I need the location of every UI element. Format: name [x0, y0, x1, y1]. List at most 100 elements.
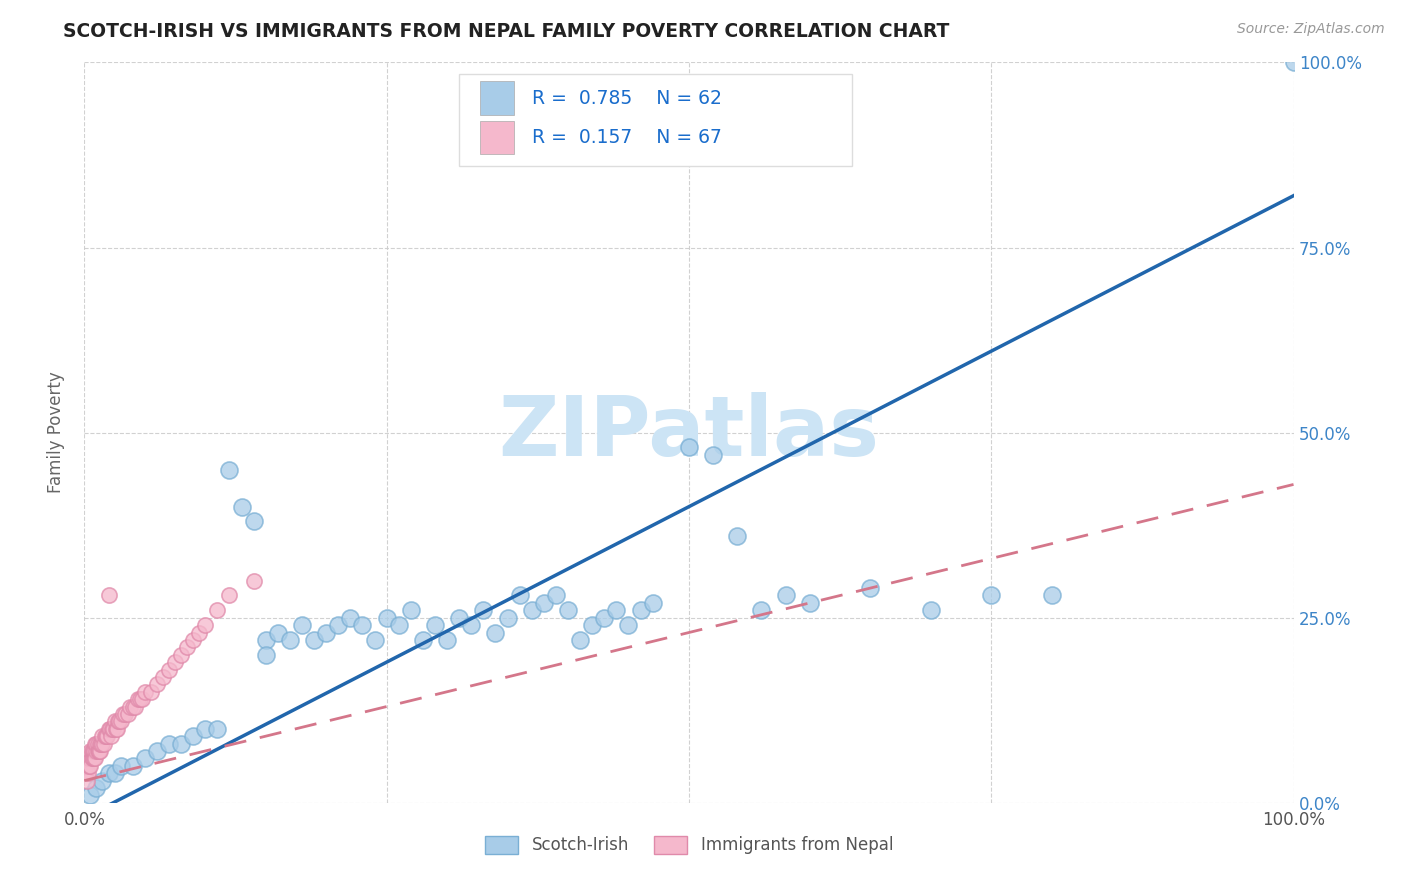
Text: SCOTCH-IRISH VS IMMIGRANTS FROM NEPAL FAMILY POVERTY CORRELATION CHART: SCOTCH-IRISH VS IMMIGRANTS FROM NEPAL FA… [63, 22, 949, 41]
Point [97, 722, 120, 736]
Point [207, 603, 229, 617]
Point [76, 758, 98, 772]
Point [94, 729, 117, 743]
Point [328, 618, 350, 632]
FancyBboxPatch shape [479, 81, 513, 115]
Point [117, 706, 139, 721]
Point [751, 603, 773, 617]
Point [121, 699, 143, 714]
Point [75, 766, 97, 780]
Point [87, 744, 110, 758]
Point [86, 737, 108, 751]
Point [557, 603, 579, 617]
Point [104, 722, 127, 736]
Point [412, 632, 434, 647]
Point [86, 744, 108, 758]
Point [129, 692, 152, 706]
Text: ZIPatlas: ZIPatlas [499, 392, 879, 473]
Point [79, 744, 101, 758]
Text: Source: ZipAtlas.com: Source: ZipAtlas.com [1237, 22, 1385, 37]
Point [352, 618, 374, 632]
Point [103, 722, 125, 736]
Point [139, 685, 162, 699]
Point [593, 610, 616, 624]
Point [120, 699, 142, 714]
Point [569, 632, 592, 647]
Point [101, 722, 124, 736]
Point [170, 648, 193, 662]
Point [84, 751, 107, 765]
Point [176, 640, 198, 655]
Point [702, 448, 724, 462]
Point [242, 515, 264, 529]
Point [165, 655, 187, 669]
Point [859, 581, 882, 595]
Point [127, 692, 149, 706]
Point [131, 692, 153, 706]
Point [484, 625, 506, 640]
Point [79, 758, 101, 772]
Point [181, 632, 204, 647]
Point [91, 737, 114, 751]
Point [605, 603, 627, 617]
Point [581, 618, 603, 632]
Point [112, 706, 135, 721]
Point [278, 632, 301, 647]
Point [242, 574, 264, 588]
Point [181, 729, 204, 743]
Point [79, 789, 101, 803]
Point [77, 758, 100, 772]
Point [157, 663, 180, 677]
Point [89, 744, 111, 758]
Point [91, 729, 114, 743]
Point [83, 744, 105, 758]
Point [218, 589, 240, 603]
Point [1040, 589, 1063, 603]
Legend: Scotch-Irish, Immigrants from Nepal: Scotch-Irish, Immigrants from Nepal [478, 829, 900, 861]
Point [83, 751, 105, 765]
Point [110, 758, 132, 772]
Text: R =  0.785    N = 62: R = 0.785 N = 62 [531, 88, 721, 108]
Point [97, 766, 120, 780]
Point [146, 744, 169, 758]
Point [86, 737, 108, 751]
Point [121, 758, 143, 772]
Point [799, 596, 821, 610]
Point [146, 677, 169, 691]
Point [678, 441, 700, 455]
Point [80, 744, 103, 758]
Point [1282, 55, 1305, 70]
Point [302, 632, 325, 647]
Point [630, 603, 652, 617]
Point [472, 603, 495, 617]
Point [170, 737, 193, 751]
Point [188, 625, 211, 640]
Point [107, 714, 129, 729]
Text: R =  0.157    N = 67: R = 0.157 N = 67 [531, 128, 721, 146]
Point [533, 596, 555, 610]
Point [94, 729, 117, 743]
Point [100, 729, 122, 743]
Point [509, 589, 531, 603]
Point [617, 618, 640, 632]
Point [84, 737, 107, 751]
Point [77, 766, 100, 780]
Point [89, 737, 111, 751]
Point [104, 766, 127, 780]
Point [110, 714, 132, 729]
Point [157, 737, 180, 751]
Point [114, 706, 136, 721]
Point [77, 751, 100, 765]
Point [641, 596, 664, 610]
Point [97, 589, 120, 603]
Point [231, 500, 253, 514]
Point [86, 780, 108, 795]
Point [96, 729, 118, 743]
Point [87, 744, 110, 758]
Point [134, 751, 156, 765]
Point [82, 751, 104, 765]
FancyBboxPatch shape [460, 73, 852, 166]
Y-axis label: Family Poverty: Family Poverty [46, 372, 65, 493]
Point [104, 714, 127, 729]
Point [775, 589, 797, 603]
